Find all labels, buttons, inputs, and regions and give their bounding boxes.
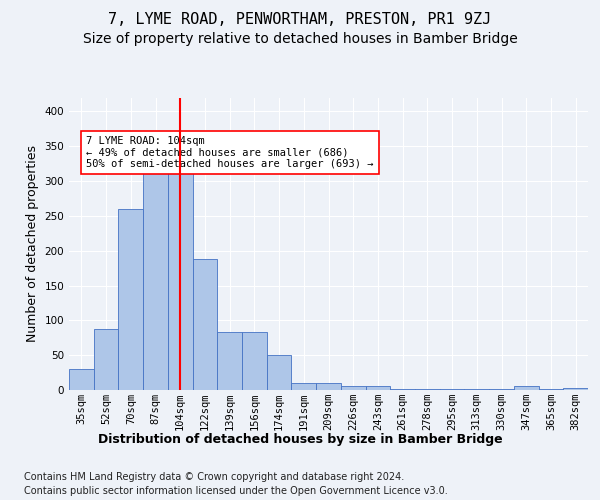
Bar [242, 332, 267, 390]
Y-axis label: Number of detached properties: Number of detached properties [26, 145, 39, 342]
Bar [267, 355, 292, 390]
Bar [217, 332, 242, 390]
Bar [292, 383, 316, 390]
Bar [316, 383, 341, 390]
Bar [341, 386, 365, 390]
Bar [118, 209, 143, 390]
Text: Distribution of detached houses by size in Bamber Bridge: Distribution of detached houses by size … [98, 432, 502, 446]
Text: Size of property relative to detached houses in Bamber Bridge: Size of property relative to detached ho… [83, 32, 517, 46]
Bar [563, 388, 588, 390]
Text: Contains HM Land Registry data © Crown copyright and database right 2024.: Contains HM Land Registry data © Crown c… [24, 472, 404, 482]
Bar [143, 164, 168, 390]
Bar [168, 160, 193, 390]
Bar [94, 328, 118, 390]
Bar [514, 386, 539, 390]
Text: 7, LYME ROAD, PENWORTHAM, PRESTON, PR1 9ZJ: 7, LYME ROAD, PENWORTHAM, PRESTON, PR1 9… [109, 12, 491, 28]
Bar [69, 369, 94, 390]
Bar [193, 259, 217, 390]
Text: 7 LYME ROAD: 104sqm
← 49% of detached houses are smaller (686)
50% of semi-detac: 7 LYME ROAD: 104sqm ← 49% of detached ho… [86, 136, 374, 169]
Bar [365, 386, 390, 390]
Bar [415, 388, 440, 390]
Text: Contains public sector information licensed under the Open Government Licence v3: Contains public sector information licen… [24, 486, 448, 496]
